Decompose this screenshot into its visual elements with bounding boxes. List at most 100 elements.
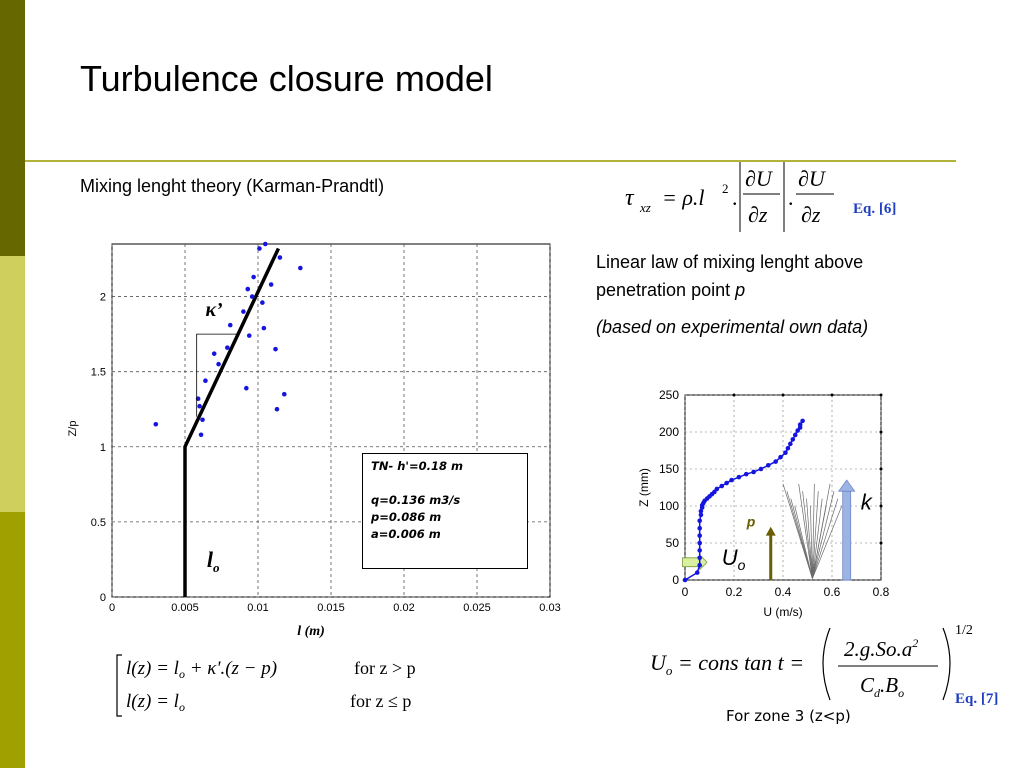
data-point: [260, 300, 265, 305]
fan-line: [812, 491, 819, 579]
data-point: [211, 351, 217, 356]
profile-point: [790, 437, 796, 442]
k-arrow-head: [837, 479, 856, 492]
profile-point: [778, 454, 783, 460]
fan-line: [812, 498, 823, 579]
eq7-den-sub2: o: [898, 686, 904, 700]
data-point: [227, 322, 233, 328]
profile-point: [697, 533, 702, 538]
profile-point: [797, 422, 803, 427]
y-tick-label: 0: [672, 573, 679, 587]
y-tick-label: 1: [100, 442, 106, 454]
eq7-reference: Eq. [7]: [955, 691, 999, 707]
eq7-numerator: 2.g.So.a: [844, 637, 912, 661]
data-point: [153, 421, 159, 427]
y-tick-label: 250: [659, 388, 679, 402]
law1-condition: for z > p: [354, 658, 416, 678]
y-tick-label: 200: [659, 425, 679, 439]
eq7-den-sub1: d: [874, 686, 881, 700]
law2-lhs: l(z) = l: [126, 691, 179, 712]
svg-text:2.g.So.a2: 2.g.So.a2: [844, 636, 918, 661]
y-axis-label: Z/p: [67, 421, 79, 437]
top-marker: [830, 393, 834, 397]
data-point: [203, 378, 208, 383]
sidebar-band-dark: [0, 0, 25, 256]
eq6-exp: 2: [722, 181, 729, 196]
profile-point: [736, 474, 742, 480]
eq7-lhs-sub: o: [666, 663, 673, 678]
top-marker: [732, 393, 736, 397]
linear-law-line1: Linear law of mixing lenght above: [596, 252, 864, 272]
y-tick-label: 0: [100, 592, 106, 604]
sidebar-band-light: [0, 256, 25, 512]
fit-line: [183, 247, 281, 597]
y-tick-label: 1.5: [91, 367, 106, 379]
fan-line: [812, 483, 815, 579]
x-tick-label: 0.2: [726, 585, 743, 599]
eq7-den-c: C: [860, 673, 875, 697]
x-tick-label: 0.4: [775, 585, 792, 599]
profile-point: [697, 562, 702, 568]
profile-point: [697, 548, 702, 553]
x-tick-label: 0.015: [317, 602, 345, 614]
law1-rest: + κ'.(z − p): [185, 658, 277, 679]
data-point: [244, 385, 249, 391]
profile-point: [697, 540, 702, 546]
law1-lhs: l(z) = l: [126, 658, 179, 679]
profile-point: [714, 486, 720, 492]
svg-text:l(z) = lo + κ'.(z − p): l(z) = lo + κ'.(z − p): [126, 658, 277, 681]
y-tick-label: 0.5: [91, 517, 106, 529]
profile-point: [783, 450, 788, 456]
profile-point: [766, 463, 771, 468]
mixing-length-law: l(z) = lo + κ'.(z − p) for z > p l(z) = …: [116, 654, 416, 717]
x-axis-label: l (m): [297, 624, 325, 639]
slide-title: Turbulence closure model: [80, 58, 493, 99]
eq7-den-mid: .B: [880, 673, 898, 697]
y-tick-label: 100: [659, 499, 679, 513]
k-label: k: [861, 490, 873, 515]
data-point: [245, 286, 251, 292]
fan-line: [812, 498, 839, 579]
eq7-mid: = cons tan t =: [672, 650, 804, 675]
profile-point: [697, 518, 702, 524]
profile-point: [785, 445, 791, 451]
profile-point: [800, 418, 805, 424]
svg-text:.: .: [732, 185, 738, 210]
profile-point: [773, 459, 778, 464]
y-tick-label: 2: [100, 292, 106, 304]
profile-point: [729, 477, 734, 483]
fan-line: [806, 498, 813, 579]
profile-point: [788, 441, 793, 447]
right-marker: [879, 430, 883, 434]
eq6-dz: ∂z: [748, 202, 768, 227]
eq6-du: ∂U: [745, 166, 774, 191]
data-point: [241, 309, 246, 314]
eq6-tau: τ: [625, 185, 635, 211]
eq7-lhs: U: [650, 650, 668, 675]
info-line-2: q=0.136 m3/s: [371, 493, 461, 507]
mixing-length-subtitle: Mixing lenght theory (Karman-Prandtl): [80, 176, 385, 196]
profile-point: [724, 480, 729, 486]
law2-sub: o: [179, 700, 185, 714]
x-tick-label: 0: [109, 602, 115, 614]
profile-point: [694, 570, 700, 575]
y-axis-label: Z (mm): [637, 468, 651, 507]
data-point: [225, 345, 230, 350]
data-point: [281, 391, 287, 397]
data-point: [268, 282, 274, 287]
equation-7: Uo = cons tan t = 2.g.So.a2 Cd.Bo 1/2: [650, 623, 973, 701]
svg-text:.: .: [788, 185, 794, 210]
p-label: p: [746, 514, 756, 530]
x-tick-label: 0.005: [171, 602, 199, 614]
profile-point: [697, 525, 702, 531]
data-point: [257, 246, 262, 251]
right-marker: [879, 504, 883, 508]
fan-line: [812, 483, 831, 579]
eq6-reference: Eq. [6]: [853, 201, 897, 217]
linear-law-text: Linear law of mixing lenght above penetr…: [596, 248, 863, 304]
profile-point: [792, 432, 798, 438]
uo-label-sub: o: [738, 557, 746, 573]
mixing-length-chart: 0 0.005 0.01 0.015 0.02 0.025 0.03 0 0.5 1 1.5 2 l (…: [67, 241, 561, 639]
fan-line: [812, 491, 835, 579]
fan-line: [794, 505, 813, 579]
